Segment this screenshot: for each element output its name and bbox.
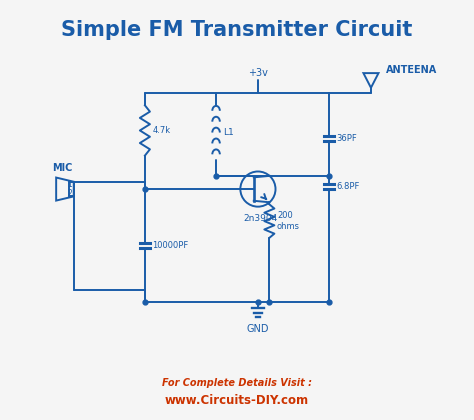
Text: 2n3904: 2n3904: [243, 214, 277, 223]
Text: 1: 1: [67, 180, 72, 189]
Text: ANTEENA: ANTEENA: [386, 65, 437, 75]
Text: 200
ohms: 200 ohms: [277, 211, 300, 231]
Text: www.Circuits-DIY.com: www.Circuits-DIY.com: [165, 394, 309, 407]
Text: Simple FM Transmitter Circuit: Simple FM Transmitter Circuit: [61, 20, 413, 39]
Text: 2: 2: [67, 189, 72, 198]
Text: 4.7k: 4.7k: [153, 126, 171, 135]
Text: 10000PF: 10000PF: [152, 241, 188, 250]
Text: MIC: MIC: [52, 163, 73, 173]
Text: 36PF: 36PF: [336, 134, 357, 143]
Text: +3v: +3v: [248, 68, 268, 78]
Text: GND: GND: [246, 324, 269, 334]
Text: For Complete Details Visit :: For Complete Details Visit :: [162, 378, 312, 388]
Text: L1: L1: [223, 128, 234, 137]
Text: 6.8PF: 6.8PF: [336, 182, 360, 192]
